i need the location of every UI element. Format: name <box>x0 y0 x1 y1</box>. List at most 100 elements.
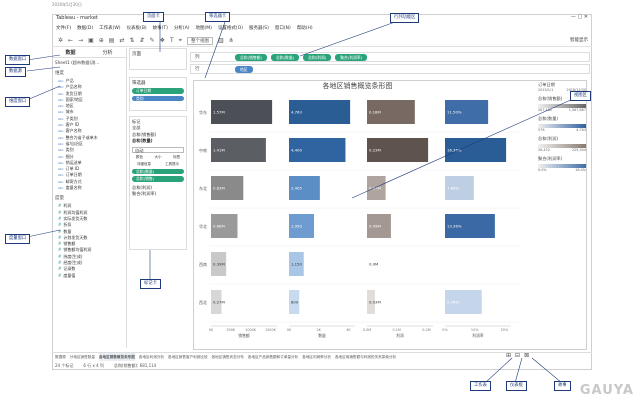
sheet-tab[interactable]: 各地区利润分析 <box>138 355 165 359</box>
menu-item[interactable]: 仪表板(B) <box>126 26 147 31</box>
filter-pill[interactable]: 类别 <box>132 95 184 101</box>
dimension-field[interactable]: Abc 客户 ID <box>52 122 126 128</box>
dimension-field[interactable]: Abc 整合为省子或单木 <box>52 135 126 141</box>
highlight-icon[interactable]: ✎ <box>149 37 155 44</box>
sheet-tab[interactable]: 各地区销售客户利润比较 <box>168 355 208 359</box>
measure-field[interactable]: # 记录数 <box>52 266 126 272</box>
column-pill[interactable]: 总和(利润) <box>303 53 332 61</box>
dimension-field[interactable]: Abc 城市 <box>52 109 126 115</box>
row-pill[interactable]: 地区 <box>235 65 253 73</box>
dimension-field[interactable]: Abc 类别 <box>52 147 126 153</box>
measure-field[interactable]: # 销售额均值利润 <box>52 247 126 253</box>
pages-card[interactable]: 页面 <box>129 48 187 70</box>
label-icon[interactable]: T <box>169 37 174 44</box>
measure-field[interactable]: # 销售额 <box>52 241 126 247</box>
marks-row[interactable]: 全部 <box>132 125 141 130</box>
menu-item[interactable]: 设置格式(O) <box>217 26 243 31</box>
dimension-field[interactable]: Abc 细分 <box>52 154 126 160</box>
measure-field[interactable]: # 计划发货天数 <box>52 235 126 241</box>
measure-field[interactable]: # 折扣 <box>52 222 126 228</box>
menu-item[interactable]: 服务器(S) <box>249 26 269 31</box>
dimension-field[interactable]: Abc 子类别 <box>52 116 126 122</box>
rows-shelf[interactable]: 行 地区 <box>190 64 590 74</box>
new-story-icon[interactable]: ⊠ <box>524 352 530 359</box>
new-datasource-icon[interactable]: ⊕ <box>98 37 104 44</box>
menu-item[interactable]: 故事(T) <box>152 26 168 31</box>
marks-row[interactable]: 聚合(利润率) <box>132 191 157 196</box>
new-worksheet-icon[interactable]: ⊞ <box>506 352 512 359</box>
menu-item[interactable]: 窗口(N) <box>274 26 291 31</box>
measure-field[interactable]: # 利润均值利润 <box>52 210 126 216</box>
sort-desc-icon[interactable]: ⇵ <box>139 37 145 44</box>
pin-icon[interactable]: ⌖ <box>178 36 183 44</box>
menu-item[interactable]: 工作表(W) <box>99 26 121 31</box>
dimension-field[interactable]: Abc 地区 <box>52 103 126 109</box>
mark-type-select[interactable]: 自动 <box>132 146 184 153</box>
dimension-field[interactable]: Abc 省/自治区 <box>52 141 126 147</box>
sheet-tab[interactable]: 各地区产品销售额和订单量分析 <box>247 355 299 359</box>
measure-field[interactable]: # 度量值 <box>52 273 126 279</box>
new-sheet-icon[interactable]: ▤ <box>108 37 115 44</box>
share-icon[interactable]: ⋔ <box>228 37 234 44</box>
menu-item[interactable]: 帮助(H) <box>296 26 313 31</box>
dimension-field[interactable]: Abc 发货日期 <box>52 91 126 97</box>
marks-pill[interactable]: 总和(销售) <box>132 176 184 182</box>
marks-pill[interactable]: 总和(数量) <box>132 168 184 174</box>
legend-date-range[interactable]: 2015/1/1 2018/12/30 <box>538 88 586 92</box>
dimension-field[interactable]: Abc 产品名称 <box>52 84 126 90</box>
sheet-tab[interactable]: 各地区商销售额与利润的关系探索分析 <box>334 355 397 359</box>
forward-icon[interactable]: → <box>78 37 84 44</box>
menu-item[interactable]: 地图(M) <box>195 26 212 31</box>
measure-field[interactable]: # 纬度(生成) <box>52 254 126 260</box>
color-button[interactable]: 颜色 <box>135 154 143 159</box>
filter-pill[interactable]: 订单日期 <box>132 88 184 94</box>
show-me-button[interactable]: 智能显示 <box>570 38 588 43</box>
column-pill[interactable]: 总和(数量) <box>270 53 300 61</box>
column-pill[interactable]: 聚合(利润率) <box>335 53 368 61</box>
marks-row[interactable]: 总和(销售额) <box>132 131 157 137</box>
dimension-field[interactable]: Abc 销运送单 <box>52 160 126 166</box>
dimension-field[interactable]: Abc 产品 <box>52 78 126 84</box>
detail-button[interactable]: 详细信息 <box>137 161 151 166</box>
window-controls[interactable]: — ▢ ✕ <box>570 14 588 20</box>
chart-icon[interactable]: ▥ <box>218 37 224 44</box>
measure-field[interactable]: # 实际发货天数 <box>52 216 126 222</box>
dimension-field[interactable]: Abc 邮寄方式 <box>52 179 126 185</box>
tab-analytics[interactable]: 分析 <box>102 50 113 56</box>
group-icon[interactable]: ❖ <box>159 37 165 44</box>
dimension-field[interactable]: Abc 国家/地区 <box>52 97 126 103</box>
size-button[interactable]: 大小 <box>154 154 162 159</box>
sheet-tab[interactable]: 各地区销售概览条形图 <box>98 353 135 361</box>
menu-item[interactable]: 数据(D) <box>77 26 94 31</box>
column-pill[interactable]: 总和(销售额) <box>235 53 267 61</box>
measure-field[interactable]: # 利润 <box>52 203 126 209</box>
view-mode-select[interactable]: 整个视图 <box>187 36 214 45</box>
back-icon[interactable]: ← <box>68 37 74 44</box>
tab-datasource[interactable]: 数据源 <box>55 355 66 359</box>
menu-item[interactable]: 分析(A) <box>173 26 190 31</box>
filters-card[interactable]: 筛选器 订单日期 类别 <box>129 77 187 111</box>
dimension-field[interactable]: Abc 客户名称 <box>52 128 126 134</box>
label-button[interactable]: 标签 <box>173 154 181 159</box>
new-dashboard-icon[interactable]: ⊟ <box>515 352 521 359</box>
tooltip-button[interactable]: 工具提示 <box>165 161 179 166</box>
measure-field[interactable]: # 经度(生成) <box>52 260 126 266</box>
sort-asc-icon[interactable]: ⇅ <box>129 37 135 44</box>
dimension-field[interactable]: Abc 订单日期 <box>52 172 126 178</box>
bar-label: 2,405 <box>291 186 302 191</box>
dimension-field[interactable]: Abc 度量名称 <box>52 185 126 191</box>
menu-item[interactable]: 文件(F) <box>56 26 72 31</box>
swap-icon[interactable]: ⇄ <box>119 37 125 44</box>
sheet-tab[interactable]: 各地区利润率分析 <box>302 355 331 359</box>
dimension-field[interactable]: Abc 订单 ID <box>52 166 126 172</box>
columns-shelf[interactable]: 列 总和(销售额) 总和(数量) 总和(利润) 聚合(利润率) <box>190 52 590 62</box>
window-title: Tableau - market <box>56 15 98 21</box>
marks-row[interactable]: 总和(利润) <box>132 184 153 190</box>
tab-data[interactable]: 数据 <box>65 50 76 56</box>
marks-row[interactable]: 总和(数量) <box>132 138 153 143</box>
tableau-logo-icon[interactable]: ✲ <box>58 37 64 44</box>
datasource-item[interactable]: Sheet1 (超市数据(测... <box>55 60 100 65</box>
sheet-tab[interactable]: 分地区销售数量 <box>69 355 95 359</box>
sheet-tab[interactable]: 各地区销售状态分布 <box>211 355 244 359</box>
save-icon[interactable]: ▣ <box>88 37 94 44</box>
